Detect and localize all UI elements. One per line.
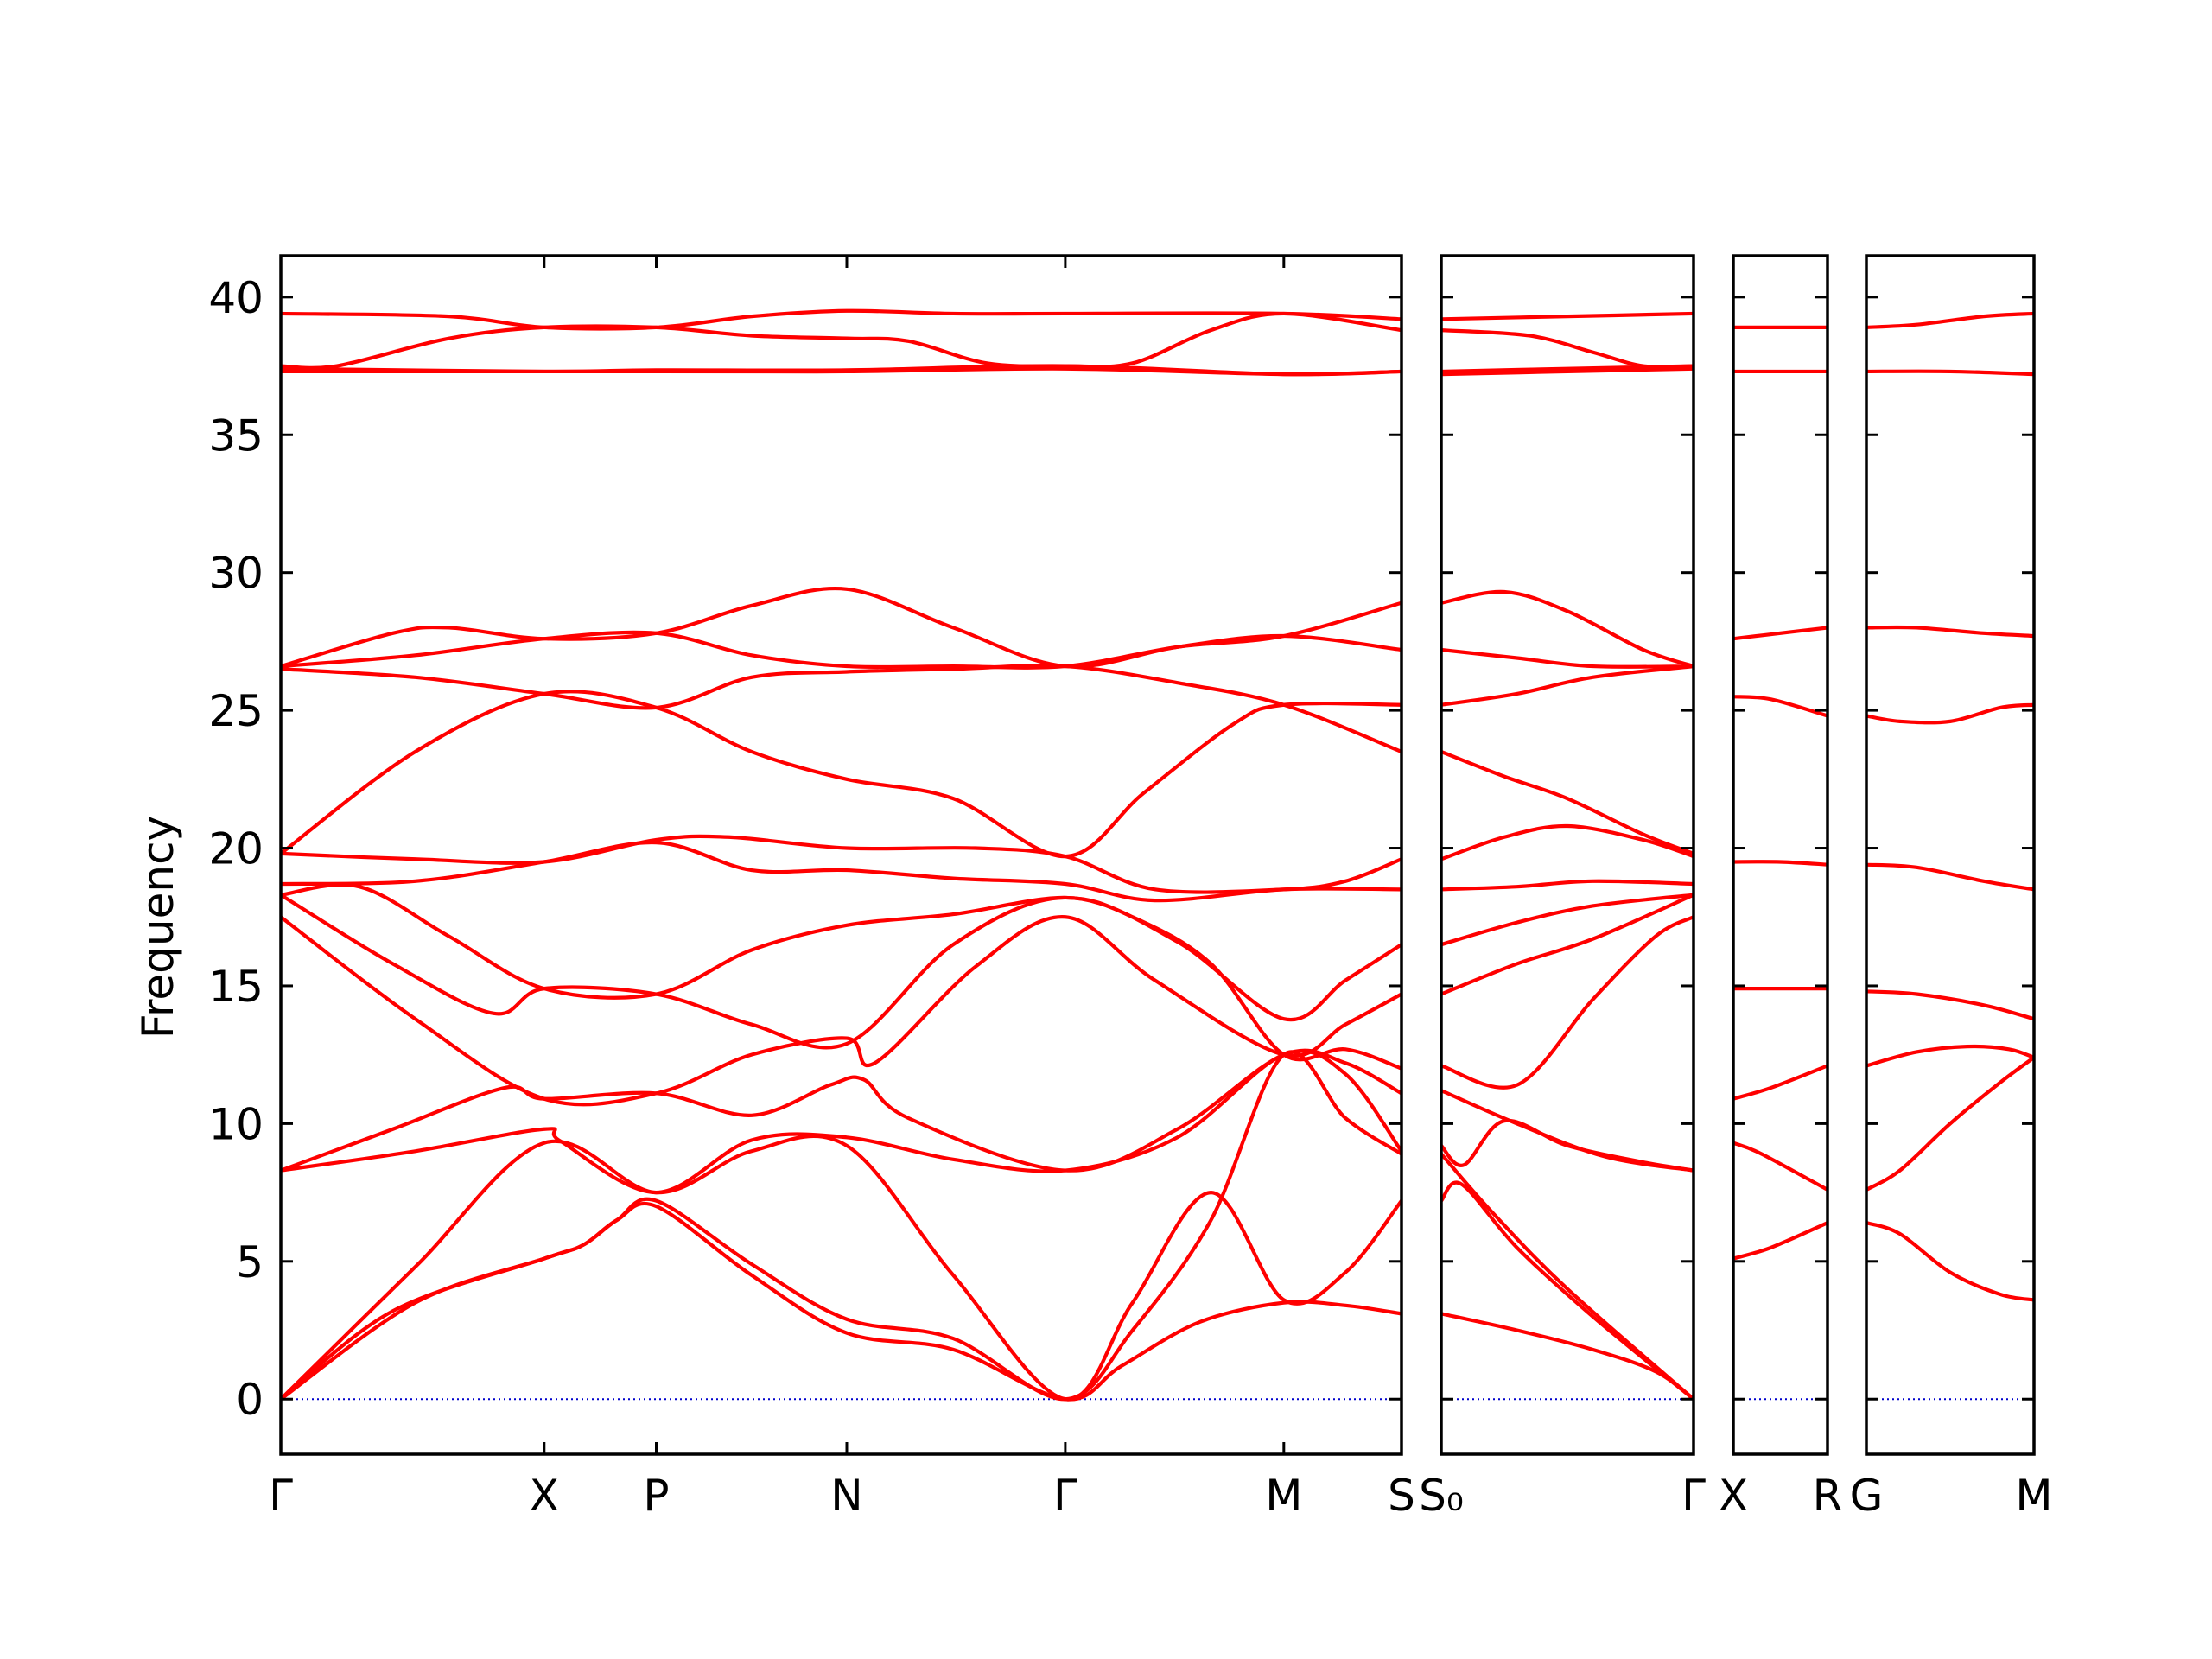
y-tick-label: 30 bbox=[208, 549, 264, 599]
panel-frame bbox=[1732, 254, 1829, 1456]
band-line-3 bbox=[281, 1134, 1402, 1402]
band-line-13 bbox=[1441, 647, 1694, 669]
x-tick-label: M bbox=[1265, 1471, 1302, 1521]
x-tick-label: Γ bbox=[269, 1471, 293, 1521]
band-line-17 bbox=[281, 311, 1402, 371]
band-line-1 bbox=[1866, 1221, 2034, 1302]
panel-frame bbox=[1440, 254, 1695, 1456]
y-tick-label: 35 bbox=[208, 410, 264, 461]
band-line-4 bbox=[1866, 989, 2034, 1021]
band-line-6 bbox=[1733, 695, 1827, 718]
band-line-2 bbox=[1441, 1180, 1694, 1402]
band-line-7 bbox=[281, 893, 1402, 1050]
y-tick-label: 15 bbox=[208, 962, 264, 1012]
band-line-5 bbox=[1733, 860, 1827, 867]
x-tick-label: Γ bbox=[1053, 1471, 1077, 1521]
band-line-9 bbox=[1866, 311, 2034, 330]
band-line-8 bbox=[1866, 369, 2034, 377]
band-line-6 bbox=[1441, 915, 1694, 1090]
x-tick-label: P bbox=[643, 1471, 669, 1521]
band-line-2 bbox=[281, 1050, 1402, 1402]
band-line-10 bbox=[281, 834, 1402, 894]
y-axis-label: Frequency bbox=[133, 816, 183, 1039]
band-line-2 bbox=[1866, 1055, 2034, 1192]
band-line-1 bbox=[1441, 1312, 1694, 1402]
band-line-2 bbox=[1733, 1141, 1827, 1192]
band-line-7 bbox=[1733, 626, 1827, 641]
band-line-11 bbox=[281, 690, 1402, 859]
band-line-16 bbox=[281, 364, 1402, 377]
x-tick-label: X bbox=[1719, 1471, 1748, 1521]
y-tick-label: 10 bbox=[208, 1099, 264, 1149]
band-line-7 bbox=[1866, 625, 2034, 639]
x-tick-label: S₀ bbox=[1419, 1471, 1464, 1521]
y-tick-label: 5 bbox=[236, 1237, 264, 1287]
band-line-1 bbox=[1733, 1221, 1827, 1261]
y-tick-label: 20 bbox=[208, 824, 264, 874]
band-line-5 bbox=[1441, 1089, 1694, 1173]
x-tick-label: X bbox=[530, 1471, 559, 1521]
x-tick-label: M bbox=[2015, 1471, 2052, 1521]
band-line-3 bbox=[1733, 1064, 1827, 1101]
band-line-15 bbox=[1441, 366, 1694, 377]
band-line-8 bbox=[281, 882, 1402, 1071]
band-line-6 bbox=[281, 915, 1402, 1107]
band-line-18 bbox=[1441, 311, 1694, 321]
bands-group bbox=[1441, 311, 1694, 1402]
band-line-9 bbox=[1441, 879, 1694, 892]
band-line-9 bbox=[281, 841, 1402, 903]
band-line-14 bbox=[281, 587, 1402, 669]
band-line-7 bbox=[1441, 893, 1694, 996]
band-line-13 bbox=[281, 630, 1402, 670]
y-tick-label: 40 bbox=[208, 273, 264, 323]
band-line-5 bbox=[1866, 862, 2034, 892]
bands-group bbox=[1866, 311, 2034, 1302]
panel-frame bbox=[1865, 254, 2036, 1456]
x-tick-label: N bbox=[830, 1471, 862, 1521]
bands-group bbox=[281, 308, 1402, 1402]
band-line-6 bbox=[1866, 702, 2034, 725]
bands-group bbox=[1733, 325, 1827, 1261]
band-line-3 bbox=[1441, 1152, 1694, 1402]
band-line-12 bbox=[281, 664, 1402, 754]
panel-frame bbox=[279, 254, 1403, 1456]
band-line-3 bbox=[1866, 1044, 2034, 1068]
band-line-11 bbox=[1441, 749, 1694, 856]
band-line-14 bbox=[1441, 589, 1694, 669]
band-line-5 bbox=[281, 1048, 1402, 1173]
band-line-18 bbox=[281, 308, 1402, 331]
y-tick-label: 25 bbox=[208, 686, 264, 736]
x-tick-label: Γ bbox=[1681, 1471, 1706, 1521]
band-line-12 bbox=[1441, 664, 1694, 707]
band-line-10 bbox=[1441, 823, 1694, 861]
band-line-17 bbox=[1441, 327, 1694, 369]
y-tick-label: 0 bbox=[236, 1375, 264, 1425]
x-tick-label: R bbox=[1813, 1471, 1843, 1521]
panel-2: S₀ Γ bbox=[1419, 254, 1706, 1521]
panel-1: Γ X P N Γ M S 0 5 10 15 20 25 30 35 40 bbox=[208, 254, 1415, 1521]
band-line-8 bbox=[1441, 893, 1694, 947]
x-tick-label: G bbox=[1850, 1471, 1884, 1521]
x-tick-label: S bbox=[1388, 1471, 1415, 1521]
